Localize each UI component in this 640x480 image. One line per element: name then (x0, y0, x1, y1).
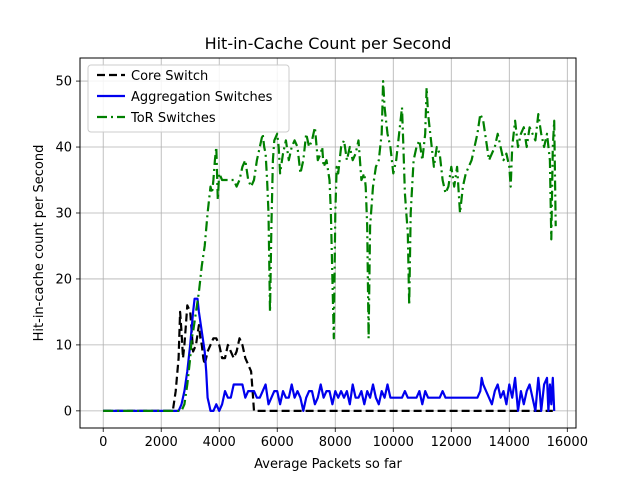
legend-label: Core Switch (131, 69, 208, 84)
chart-title: Hit-in-Cache Count per Second (205, 34, 452, 53)
x-axis-label: Average Packets so far (254, 457, 402, 472)
y-tick-label: 0 (64, 404, 72, 419)
y-tick-label: 40 (55, 141, 72, 156)
series-line-2 (103, 80, 557, 412)
series-line-1 (103, 297, 556, 412)
x-tick-label: 2000 (145, 435, 178, 450)
plot-area (103, 80, 557, 412)
legend-box (87, 64, 290, 133)
plot-frame (79, 57, 577, 429)
y-tick-label: 20 (55, 272, 72, 287)
legend-label: ToR Switches (130, 111, 216, 126)
x-axis: 0 2000 4000 6000 8000 10000 12000 14000 16000 (99, 428, 588, 450)
x-tick-label: 4000 (203, 435, 236, 450)
y-axis-label: Hit-in-cache count per Second (32, 145, 47, 342)
x-tick-label: 10000 (373, 435, 414, 450)
x-tick-label: 14000 (489, 435, 530, 450)
legend: Core Switch Aggregation Switches ToR Switc… (87, 64, 290, 133)
x-tick-label: 16000 (547, 435, 588, 450)
legend-label: Aggregation Switches (131, 90, 273, 105)
x-tick-label: 8000 (319, 435, 352, 450)
x-tick-label: 6000 (261, 435, 294, 450)
y-tick-label: 50 (55, 75, 72, 90)
x-tick-label: 0 (99, 435, 107, 450)
y-axis: 0 10 20 30 40 50 (55, 75, 80, 419)
y-tick-label: 30 (55, 206, 72, 221)
y-tick-label: 10 (55, 338, 72, 353)
x-tick-label: 12000 (431, 435, 472, 450)
